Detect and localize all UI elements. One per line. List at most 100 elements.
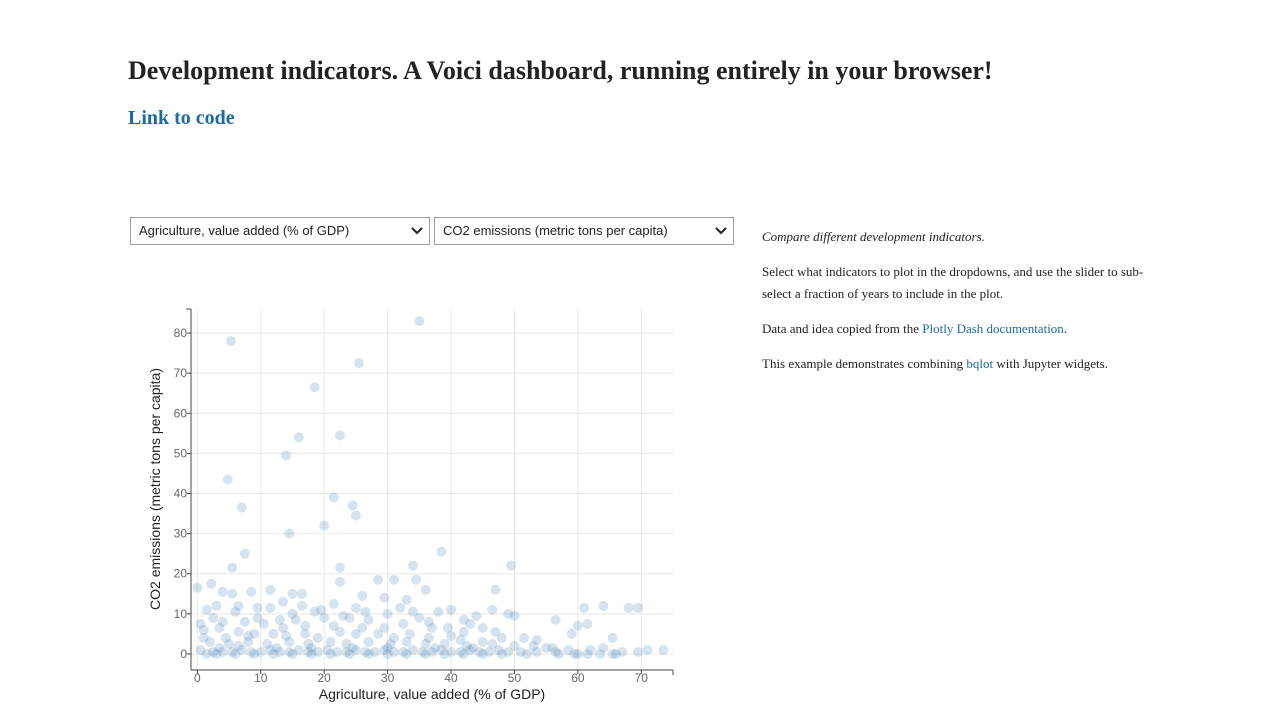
data-point (338, 610, 349, 621)
data-point (287, 648, 298, 659)
data-point (233, 600, 244, 611)
data-point (484, 646, 495, 657)
data-point (373, 628, 384, 639)
data-point (503, 608, 514, 619)
data-point (347, 642, 358, 653)
data-point (427, 646, 437, 657)
data-point (379, 644, 390, 655)
data-point (300, 628, 311, 639)
y-tick-label: 0 (180, 647, 187, 661)
data-point (465, 644, 476, 655)
data-point (220, 632, 231, 643)
y-tick-label: 80 (174, 326, 188, 340)
data-point (465, 618, 476, 629)
data-point (360, 646, 371, 657)
data-point (363, 648, 374, 659)
data-point (566, 628, 577, 639)
data-point (246, 646, 257, 657)
data-point (401, 594, 412, 605)
data-point (360, 606, 371, 617)
data-point (461, 640, 472, 651)
data-point (284, 646, 295, 657)
data-point (296, 588, 307, 599)
data-point (487, 638, 498, 649)
data-point (436, 644, 447, 655)
data-point (455, 646, 466, 657)
data-point (563, 644, 574, 655)
data-point (325, 648, 336, 659)
data-point (287, 608, 298, 619)
data-point (572, 620, 583, 631)
data-point (420, 584, 431, 595)
data-point (506, 560, 517, 571)
data-point (227, 646, 238, 657)
data-point (233, 640, 244, 651)
data-point (224, 638, 235, 649)
data-point (572, 648, 583, 659)
data-point (268, 648, 279, 659)
data-point (335, 576, 346, 587)
data-point (617, 646, 628, 657)
bqplot-link[interactable]: bqlot (966, 356, 994, 371)
data-point (582, 618, 593, 629)
x-indicator-dropdown[interactable]: Agriculture, value added (% of GDP) (130, 217, 430, 245)
x-tick-label: 20 (318, 671, 332, 685)
data-point (455, 634, 466, 645)
data-point (541, 642, 552, 653)
data-point (217, 646, 228, 657)
data-point (509, 610, 520, 621)
data-point (363, 636, 374, 647)
data-point (458, 626, 469, 637)
data-point (430, 642, 441, 653)
data-point (277, 596, 288, 607)
combine-text: This example demonstrates combining bqlo… (762, 356, 1108, 371)
y-indicator-dropdown[interactable]: CO2 emissions (metric tons per capita) (434, 217, 734, 245)
plotly-dash-link[interactable]: Plotly Dash documentation (922, 321, 1064, 336)
data-point (401, 636, 412, 647)
data-point (407, 644, 418, 655)
data-point (522, 648, 533, 659)
data-point (395, 602, 406, 613)
data-point (633, 602, 644, 613)
data-point (236, 644, 247, 655)
x-tick-label: 40 (444, 671, 458, 685)
data-point (205, 636, 216, 647)
y-indicator-selected: CO2 emissions (metric tons per capita) (443, 223, 668, 238)
data-point (439, 648, 450, 659)
data-point (369, 646, 380, 657)
data-point (312, 646, 323, 657)
data-point (246, 586, 257, 597)
chevron-down-icon (411, 227, 423, 235)
data-point (436, 546, 447, 557)
code-link[interactable]: Link to code (128, 107, 235, 129)
data-point (198, 632, 209, 643)
data-point (420, 638, 431, 649)
data-point (547, 642, 558, 653)
data-point (284, 636, 295, 647)
data-point (350, 644, 361, 655)
data-point (284, 528, 295, 539)
data-point (528, 640, 539, 651)
data-point (335, 430, 346, 441)
data-point (328, 620, 339, 631)
data-point (274, 614, 285, 625)
data-point (227, 588, 238, 599)
description-panel: Compare different development indicators… (762, 226, 1152, 388)
data-point (274, 646, 285, 657)
y-tick-label: 20 (174, 567, 188, 581)
data-point (344, 648, 355, 659)
y-tick-label: 70 (174, 366, 188, 380)
data-point (427, 622, 437, 633)
data-point (382, 642, 393, 653)
data-point (208, 612, 219, 623)
data-point (579, 602, 590, 613)
x-axis-label: Agriculture, value added (% of GDP) (319, 686, 545, 702)
data-point (233, 626, 244, 637)
data-point (347, 500, 358, 511)
y-axis-label: CO2 emissions (metric tons per capita) (147, 368, 163, 610)
data-point (287, 588, 298, 599)
data-point (379, 592, 390, 603)
page-title: Development indicators. A Voici dashboar… (128, 56, 993, 85)
data-point (331, 646, 342, 657)
data-point (477, 648, 488, 659)
